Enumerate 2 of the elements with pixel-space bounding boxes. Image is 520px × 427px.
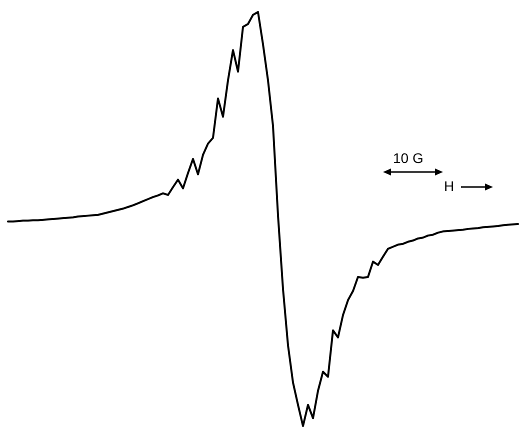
annotation: H — [444, 178, 454, 194]
annotation: 10 G — [393, 150, 424, 166]
